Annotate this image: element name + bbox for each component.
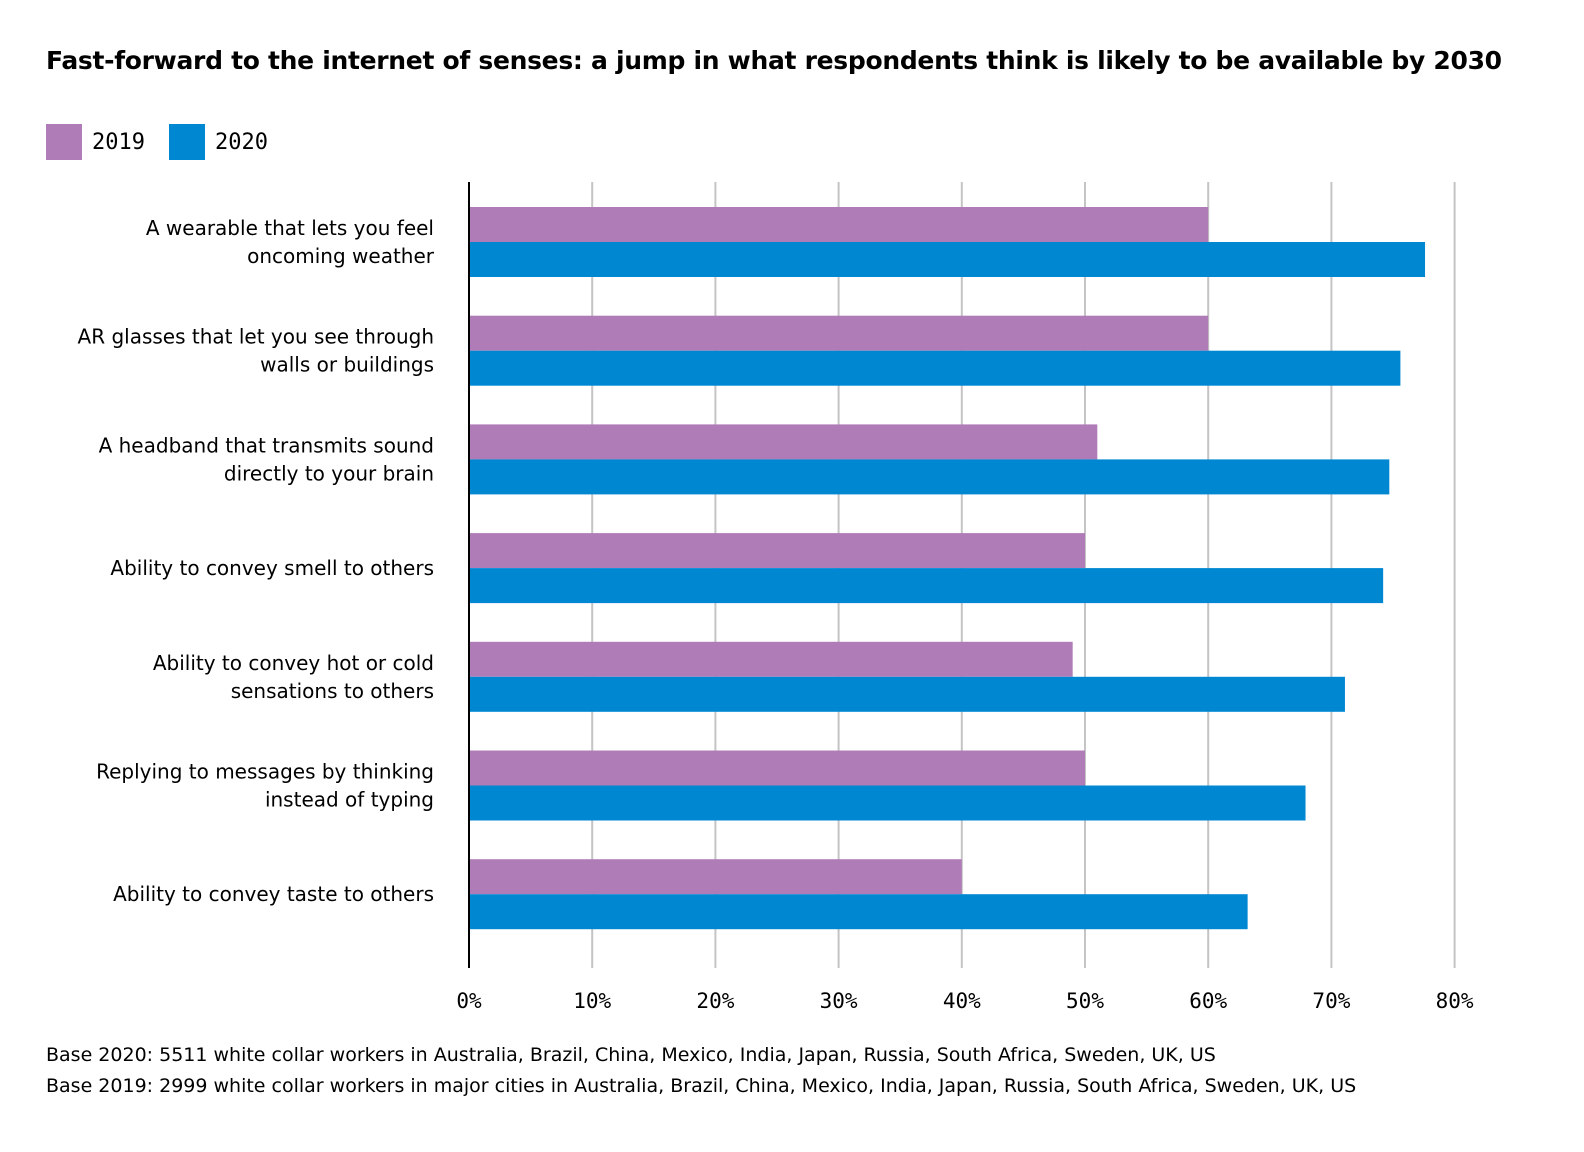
chart-title: Fast-forward to the internet of senses: … [46,46,1502,75]
category-label-line: sensations to others [231,679,434,703]
legend-label-2019: 2019 [92,129,145,155]
category-label-0: A wearable that lets you feel oncoming we… [146,216,435,268]
x-tick-label-70: 70% [1312,989,1350,1013]
x-tick-label-50: 50% [1066,989,1104,1013]
category-label-line: walls or buildings [260,353,434,377]
category-label-line: instead of typing [265,788,434,812]
bar-2019-0 [469,207,1209,242]
category-label-line: oncoming weather [247,244,435,268]
footnote-base-2020: Base 2020: 5511 white collar workers in … [46,1044,1216,1066]
category-label-line: Ability to convey hot or cold [153,651,434,675]
bar-2019-5 [469,750,1085,786]
bar-2019-2 [469,424,1098,460]
category-label-line: Ability to convey smell to others [110,556,434,580]
x-tick-label-10: 10% [573,989,611,1013]
category-label-line: directly to your brain [224,461,434,485]
category-label-3: Ability to convey smell to others [110,556,434,580]
category-label-line: A wearable that lets you feel [146,216,434,240]
bar-2020-4 [469,676,1345,712]
legend-item-2020: 2020 [168,124,268,160]
category-label-1: AR glasses that let you see through walls… [78,325,434,377]
x-tick-label-80: 80% [1436,989,1474,1013]
bar-2020-5 [469,785,1306,821]
bar-2020-2 [469,459,1390,495]
category-label-4: Ability to convey hot or cold sensations … [153,651,434,703]
category-label-line: A headband that transmits sound [99,433,434,457]
legend-swatch-2020 [168,124,205,160]
x-tick-label-20: 20% [696,989,734,1013]
x-tick-label-30: 30% [820,989,858,1013]
legend-label-2020: 2020 [214,129,268,155]
bar-2020-3 [469,568,1384,604]
bar-2019-4 [469,641,1073,677]
legend-item-2019: 2019 [46,124,145,160]
bar-2020-1 [469,350,1401,386]
bar-2019-6 [469,859,962,895]
category-label-6: Ability to convey taste to others [113,882,434,906]
bar-2019-3 [469,533,1085,569]
bar-2020-0 [469,242,1426,277]
bar-2020-6 [469,894,1248,930]
category-label-2: A headband that transmits sound directly … [99,433,434,485]
category-label-line: AR glasses that let you see through [78,325,434,349]
bar-2019-1 [469,315,1209,351]
category-label-line: Ability to convey taste to others [113,882,434,906]
legend: 2019 2020 [46,124,292,160]
x-tick-label-0: 0% [456,989,482,1013]
x-tick-label-40: 40% [943,989,981,1013]
footnote-base-2019: Base 2019: 2999 white collar workers in … [46,1075,1357,1097]
legend-swatch-2019 [46,124,82,160]
category-label-5: Replying to messages by thinking instead … [96,760,434,812]
footnotes: Base 2020: 5511 white collar workers in … [46,1040,1356,1102]
x-tick-label-60: 60% [1189,989,1227,1013]
category-label-line: Replying to messages by thinking [96,760,434,784]
